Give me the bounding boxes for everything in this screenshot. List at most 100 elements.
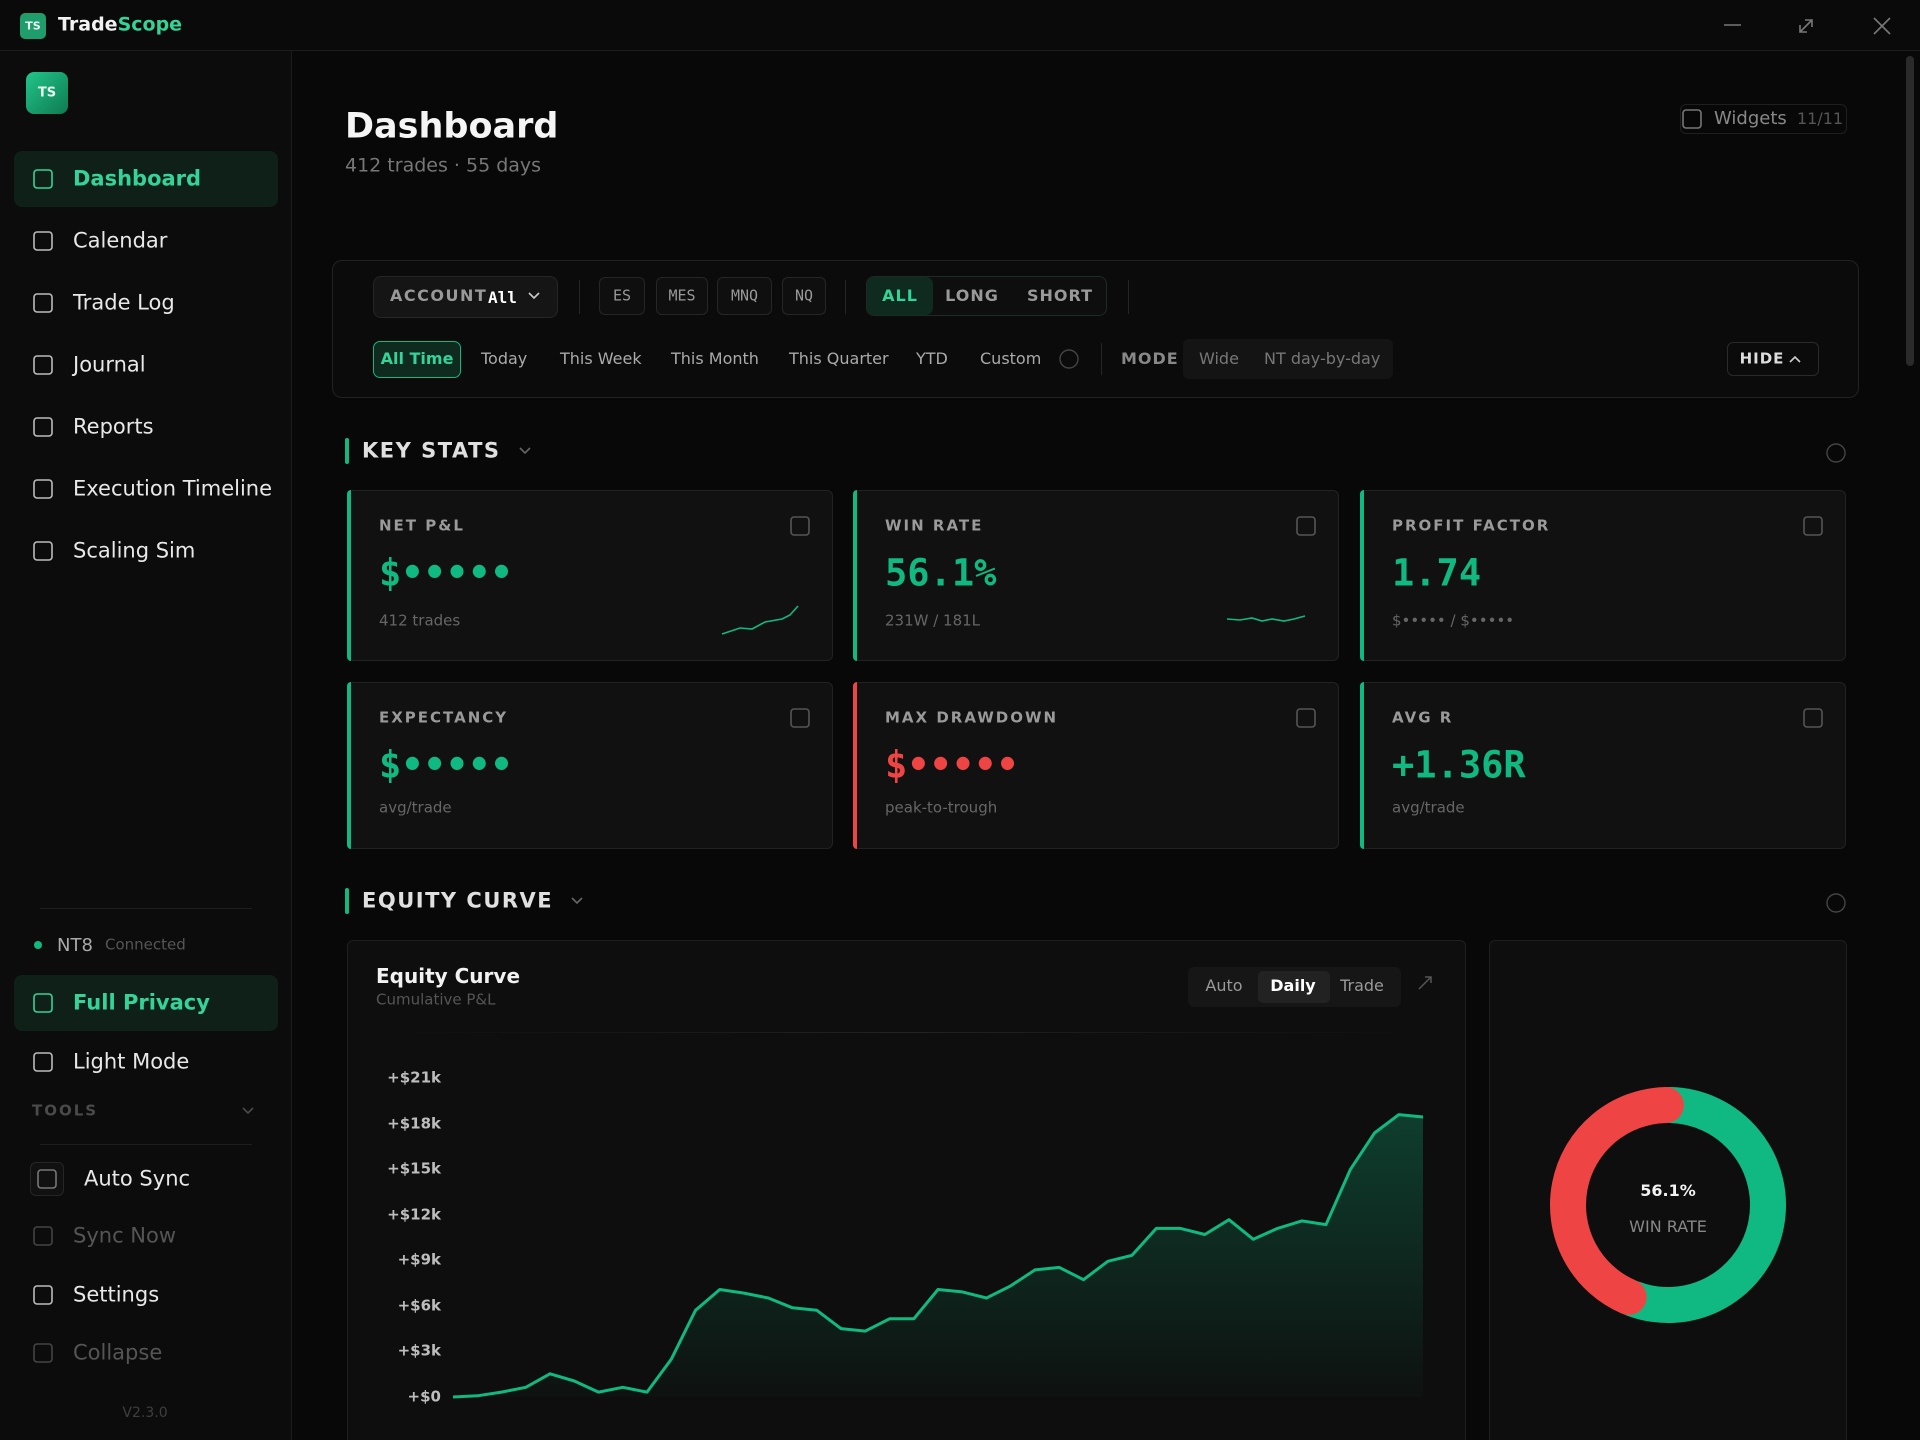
- sidebar: [0, 51, 292, 1440]
- mode-option[interactable]: Wide: [1199, 349, 1239, 368]
- version: V2.3.0: [122, 1405, 168, 1421]
- section-bar: [345, 438, 349, 464]
- tool-label[interactable]: Settings: [73, 1282, 160, 1307]
- mode-label: MODE: [1121, 349, 1179, 368]
- separator: [579, 280, 580, 314]
- stat-value: $•••••: [379, 743, 513, 787]
- privacy-item-active[interactable]: [14, 975, 278, 1031]
- stat-value: +1.36R: [1392, 743, 1526, 787]
- stat-value: $•••••: [885, 743, 1019, 787]
- nav-label[interactable]: Calendar: [73, 228, 168, 253]
- section-bar: [345, 888, 349, 914]
- nav-item-active[interactable]: [14, 151, 278, 207]
- period-option[interactable]: All Time: [380, 349, 454, 368]
- y-tick-label: +$18k: [387, 1114, 441, 1133]
- symbol-label[interactable]: NQ: [794, 286, 814, 305]
- hide-label[interactable]: HIDE: [1739, 349, 1785, 368]
- side-option[interactable]: SHORT: [1026, 286, 1094, 305]
- sidebar-divider: [40, 1144, 252, 1145]
- section-title: KEY STATS: [362, 438, 501, 463]
- scrollbar-thumb: [1906, 56, 1914, 366]
- stat-card-stripe: [1360, 490, 1364, 661]
- brand-b: Scope: [117, 13, 183, 36]
- tool-label[interactable]: Auto Sync: [84, 1166, 191, 1191]
- account-value: All: [488, 288, 517, 307]
- stat-label: PROFIT FACTOR: [1392, 516, 1551, 535]
- symbol-chip[interactable]: [599, 277, 645, 315]
- period-option[interactable]: This Month: [671, 349, 759, 368]
- stat-value: 1.74: [1392, 551, 1482, 595]
- side-option[interactable]: LONG: [945, 286, 999, 305]
- chart-panel: [347, 940, 1466, 1440]
- symbol-chip[interactable]: [656, 277, 708, 315]
- stat-label: AVG R: [1392, 708, 1454, 727]
- sidebar-toggle[interactable]: Light Mode: [73, 1049, 190, 1074]
- stat-sub: 231W / 181L: [885, 611, 981, 630]
- widgets-label: Widgets: [1714, 108, 1787, 129]
- nav-label[interactable]: Trade Log: [73, 290, 175, 315]
- stat-card-stripe: [347, 682, 351, 849]
- connection-status: Connected: [105, 935, 186, 954]
- stat-label: EXPECTANCY: [379, 708, 509, 727]
- account-select[interactable]: [373, 276, 558, 318]
- symbol-chip[interactable]: [782, 277, 826, 315]
- symbol-chip[interactable]: [717, 277, 772, 315]
- widgets-count: 11/11: [1797, 109, 1844, 128]
- chart-mode-option[interactable]: Trade: [1340, 976, 1384, 995]
- sidebar-toggle[interactable]: Full Privacy: [73, 990, 210, 1015]
- tool-icon-box: [30, 1162, 64, 1196]
- side-option[interactable]: ALL: [882, 286, 918, 305]
- section-title: EQUITY CURVE: [362, 888, 554, 913]
- period-option[interactable]: Today: [481, 349, 528, 368]
- connection-name: NT8: [57, 935, 93, 956]
- symbol-label[interactable]: ES: [612, 286, 632, 305]
- chevron: [571, 897, 583, 905]
- brand-a: Trade: [58, 13, 118, 36]
- symbol-label[interactable]: MES: [668, 286, 696, 305]
- y-tick-label: +$0: [407, 1387, 441, 1406]
- nav-label[interactable]: Reports: [73, 414, 154, 439]
- symbol-label[interactable]: MNQ: [730, 286, 759, 305]
- chart-mode-option[interactable]: Auto: [1205, 976, 1243, 995]
- period-option[interactable]: YTD: [916, 349, 948, 368]
- tool-label[interactable]: Sync Now: [73, 1223, 177, 1248]
- widgets-button[interactable]: [1680, 104, 1847, 134]
- donut-value: 56.1%: [1640, 1181, 1696, 1200]
- y-tick-label: +$21k: [387, 1068, 441, 1087]
- period-option[interactable]: This Week: [560, 349, 642, 368]
- stat-card-stripe: [1360, 682, 1364, 849]
- stat-label: MAX DRAWDOWN: [885, 708, 1059, 727]
- nav-label[interactable]: Execution Timeline: [73, 476, 273, 501]
- mode-option[interactable]: NT day-by-day: [1264, 349, 1381, 368]
- donut-label: WIN RATE: [1629, 1217, 1707, 1236]
- nav-label[interactable]: Scaling Sim: [73, 538, 196, 563]
- stat-label: WIN RATE: [885, 516, 984, 535]
- stat-card: [853, 490, 1339, 661]
- stat-card: [1360, 490, 1846, 661]
- period-option[interactable]: Custom: [980, 349, 1042, 368]
- brand: TradeScope: [58, 13, 183, 36]
- help-icon: [1826, 893, 1846, 913]
- stat-sub: avg/trade: [379, 798, 452, 817]
- y-tick-label: +$15k: [387, 1159, 441, 1178]
- chart-subtitle: Cumulative P&L: [376, 990, 496, 1009]
- chart-title: Equity Curve: [376, 964, 521, 988]
- nav-label[interactable]: Journal: [73, 352, 146, 377]
- mode-group: [1183, 339, 1393, 379]
- tool-label[interactable]: Collapse: [73, 1340, 163, 1365]
- stat-sub: avg/trade: [1392, 798, 1465, 817]
- tools-label: TOOLS: [32, 1101, 99, 1120]
- separator: [1101, 343, 1102, 375]
- stat-card: [1360, 682, 1846, 849]
- y-tick-label: +$6k: [397, 1296, 441, 1315]
- avatar: [26, 72, 68, 114]
- stat-card-stripe: [853, 490, 857, 661]
- period-option[interactable]: This Quarter: [789, 349, 889, 368]
- hide-button[interactable]: [1727, 342, 1819, 376]
- y-tick-label: +$12k: [387, 1205, 441, 1224]
- stat-sub: $••••• / $•••••: [1392, 611, 1515, 630]
- stat-card-stripe: [853, 682, 857, 849]
- sidebar-divider: [40, 908, 252, 909]
- chart-mode-option[interactable]: Daily: [1270, 976, 1316, 995]
- nav-label[interactable]: Dashboard: [73, 166, 202, 191]
